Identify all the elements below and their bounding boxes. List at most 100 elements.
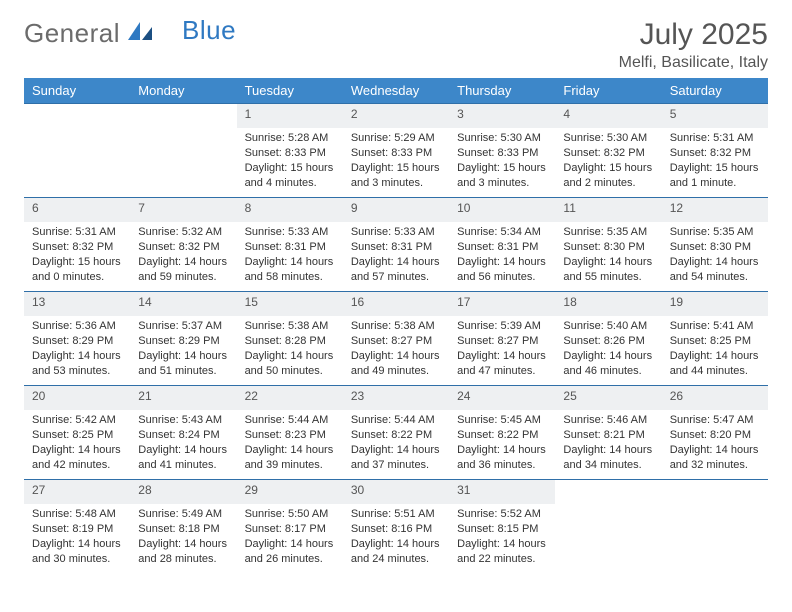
day-number-cell: 5 — [662, 104, 768, 129]
sunrise-text: Sunrise: 5:38 AM — [245, 319, 335, 334]
sunrise-text: Sunrise: 5:35 AM — [563, 225, 653, 240]
day-number-cell: 20 — [24, 386, 130, 411]
daylight-text: and 58 minutes. — [245, 270, 335, 285]
sunrise-text: Sunrise: 5:44 AM — [351, 413, 441, 428]
daylight-text: Daylight: 14 hours — [351, 537, 441, 552]
day-content-cell: Sunrise: 5:42 AMSunset: 8:25 PMDaylight:… — [24, 410, 130, 480]
daylight-text: and 24 minutes. — [351, 552, 441, 567]
daylight-text: and 34 minutes. — [563, 458, 653, 473]
sunset-text: Sunset: 8:26 PM — [563, 334, 653, 349]
day-content-cell: Sunrise: 5:34 AMSunset: 8:31 PMDaylight:… — [449, 222, 555, 292]
sunrise-text: Sunrise: 5:42 AM — [32, 413, 122, 428]
sunset-text: Sunset: 8:31 PM — [457, 240, 547, 255]
weekday-header-row: Sunday Monday Tuesday Wednesday Thursday… — [24, 78, 768, 104]
daylight-text: and 1 minute. — [670, 176, 760, 191]
sunrise-text: Sunrise: 5:48 AM — [32, 507, 122, 522]
sunset-text: Sunset: 8:27 PM — [457, 334, 547, 349]
location-text: Melfi, Basilicate, Italy — [619, 54, 768, 72]
sunrise-text: Sunrise: 5:33 AM — [245, 225, 335, 240]
daylight-text: and 3 minutes. — [351, 176, 441, 191]
sunset-text: Sunset: 8:18 PM — [138, 522, 228, 537]
daylight-text: and 36 minutes. — [457, 458, 547, 473]
day-number-cell: 23 — [343, 386, 449, 411]
brand-part1: General — [24, 18, 120, 49]
sunset-text: Sunset: 8:33 PM — [457, 146, 547, 161]
day-number-cell: 15 — [237, 292, 343, 317]
day-content-cell: Sunrise: 5:46 AMSunset: 8:21 PMDaylight:… — [555, 410, 661, 480]
daylight-text: and 22 minutes. — [457, 552, 547, 567]
day-content-cell — [662, 504, 768, 573]
daylight-text: and 49 minutes. — [351, 364, 441, 379]
day-content-cell: Sunrise: 5:31 AMSunset: 8:32 PMDaylight:… — [24, 222, 130, 292]
daylight-text: Daylight: 15 hours — [563, 161, 653, 176]
day-content-cell — [24, 128, 130, 198]
day-content-cell — [555, 504, 661, 573]
sunset-text: Sunset: 8:33 PM — [351, 146, 441, 161]
daylight-text: Daylight: 15 hours — [32, 255, 122, 270]
sunrise-text: Sunrise: 5:36 AM — [32, 319, 122, 334]
day-number-cell: 13 — [24, 292, 130, 317]
daylight-text: Daylight: 14 hours — [457, 255, 547, 270]
daylight-text: Daylight: 14 hours — [32, 537, 122, 552]
day-number-cell: 25 — [555, 386, 661, 411]
day-number-row: 6789101112 — [24, 198, 768, 223]
day-content-cell: Sunrise: 5:44 AMSunset: 8:22 PMDaylight:… — [343, 410, 449, 480]
daylight-text: Daylight: 14 hours — [670, 255, 760, 270]
day-number-cell — [555, 480, 661, 505]
day-content-cell: Sunrise: 5:28 AMSunset: 8:33 PMDaylight:… — [237, 128, 343, 198]
sunset-text: Sunset: 8:28 PM — [245, 334, 335, 349]
daylight-text: and 59 minutes. — [138, 270, 228, 285]
day-number-row: 20212223242526 — [24, 386, 768, 411]
daylight-text: Daylight: 14 hours — [670, 443, 760, 458]
day-number-cell — [24, 104, 130, 129]
daylight-text: Daylight: 14 hours — [245, 349, 335, 364]
weekday-header: Tuesday — [237, 78, 343, 104]
daylight-text: and 54 minutes. — [670, 270, 760, 285]
daylight-text: and 50 minutes. — [245, 364, 335, 379]
daylight-text: and 51 minutes. — [138, 364, 228, 379]
sunrise-text: Sunrise: 5:30 AM — [457, 131, 547, 146]
day-content-cell: Sunrise: 5:35 AMSunset: 8:30 PMDaylight:… — [555, 222, 661, 292]
day-content-cell: Sunrise: 5:44 AMSunset: 8:23 PMDaylight:… — [237, 410, 343, 480]
day-number-cell: 3 — [449, 104, 555, 129]
daylight-text: and 46 minutes. — [563, 364, 653, 379]
daylight-text: and 26 minutes. — [245, 552, 335, 567]
day-content-row: Sunrise: 5:42 AMSunset: 8:25 PMDaylight:… — [24, 410, 768, 480]
sunrise-text: Sunrise: 5:38 AM — [351, 319, 441, 334]
day-content-cell: Sunrise: 5:33 AMSunset: 8:31 PMDaylight:… — [237, 222, 343, 292]
day-number-cell: 27 — [24, 480, 130, 505]
sunrise-text: Sunrise: 5:49 AM — [138, 507, 228, 522]
sunset-text: Sunset: 8:22 PM — [457, 428, 547, 443]
sunrise-text: Sunrise: 5:32 AM — [138, 225, 228, 240]
sunrise-text: Sunrise: 5:31 AM — [670, 131, 760, 146]
sunset-text: Sunset: 8:29 PM — [138, 334, 228, 349]
daylight-text: Daylight: 14 hours — [138, 349, 228, 364]
daylight-text: and 53 minutes. — [32, 364, 122, 379]
sunrise-text: Sunrise: 5:33 AM — [351, 225, 441, 240]
daylight-text: Daylight: 14 hours — [670, 349, 760, 364]
weekday-header: Wednesday — [343, 78, 449, 104]
day-content-row: Sunrise: 5:28 AMSunset: 8:33 PMDaylight:… — [24, 128, 768, 198]
daylight-text: and 28 minutes. — [138, 552, 228, 567]
daylight-text: Daylight: 15 hours — [457, 161, 547, 176]
sunrise-text: Sunrise: 5:52 AM — [457, 507, 547, 522]
daylight-text: Daylight: 14 hours — [351, 443, 441, 458]
day-content-cell: Sunrise: 5:35 AMSunset: 8:30 PMDaylight:… — [662, 222, 768, 292]
day-number-cell: 9 — [343, 198, 449, 223]
daylight-text: and 32 minutes. — [670, 458, 760, 473]
day-content-row: Sunrise: 5:31 AMSunset: 8:32 PMDaylight:… — [24, 222, 768, 292]
day-number-cell: 1 — [237, 104, 343, 129]
brand-sail-icon — [126, 18, 154, 49]
sunrise-text: Sunrise: 5:46 AM — [563, 413, 653, 428]
day-number-cell: 28 — [130, 480, 236, 505]
day-content-cell: Sunrise: 5:36 AMSunset: 8:29 PMDaylight:… — [24, 316, 130, 386]
sunset-text: Sunset: 8:29 PM — [32, 334, 122, 349]
day-content-cell: Sunrise: 5:43 AMSunset: 8:24 PMDaylight:… — [130, 410, 236, 480]
sunset-text: Sunset: 8:27 PM — [351, 334, 441, 349]
day-content-cell: Sunrise: 5:48 AMSunset: 8:19 PMDaylight:… — [24, 504, 130, 573]
daylight-text: and 37 minutes. — [351, 458, 441, 473]
day-number-cell: 30 — [343, 480, 449, 505]
daylight-text: Daylight: 14 hours — [32, 349, 122, 364]
daylight-text: and 47 minutes. — [457, 364, 547, 379]
daylight-text: Daylight: 14 hours — [245, 537, 335, 552]
